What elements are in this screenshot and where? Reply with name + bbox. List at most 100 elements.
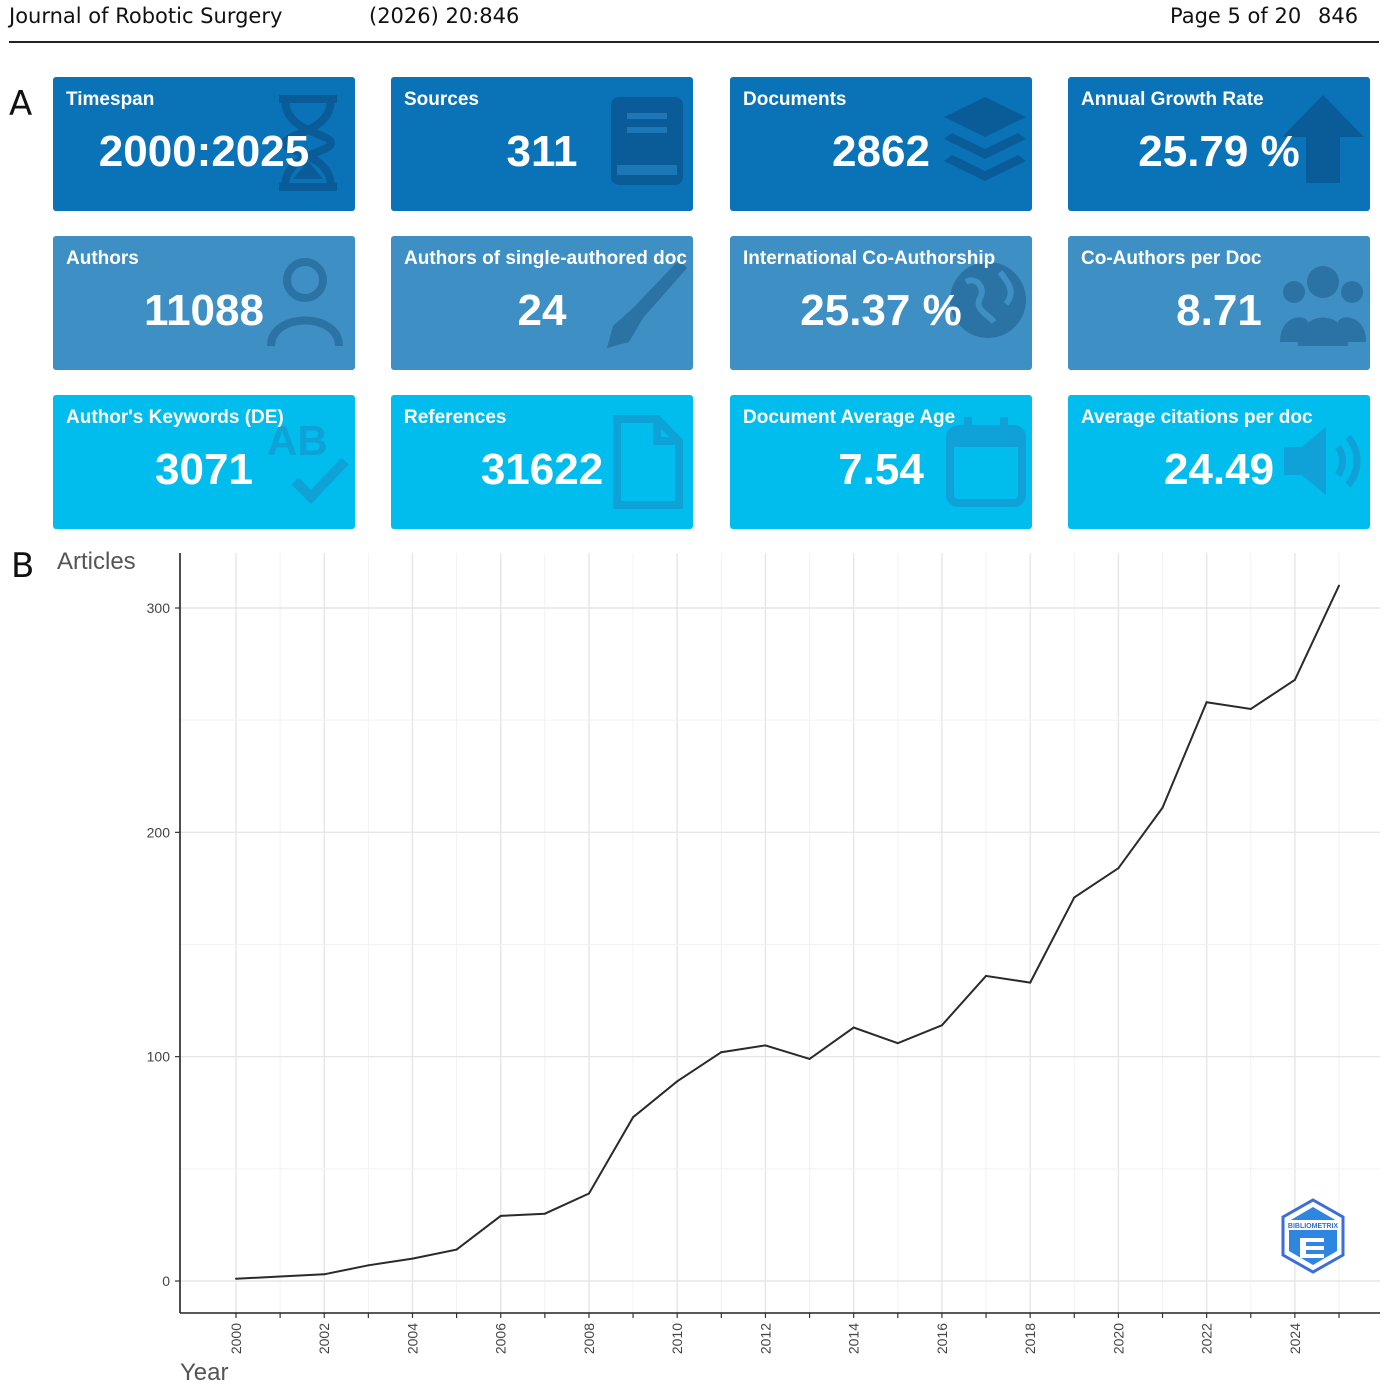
data-point (1117, 867, 1120, 870)
bibliometrix-logo: BIBLIOMETRIX (1281, 1198, 1345, 1274)
pen-nib-icon (607, 260, 687, 348)
data-point (1338, 584, 1340, 587)
stat-card-title: Authors of single-authored doc (404, 248, 687, 269)
x-tick-label: 2020 (1110, 1323, 1126, 1354)
stat-card-title: Co-Authors per Doc (1081, 248, 1262, 269)
stat-card: Sources 311 (391, 77, 693, 211)
data-point (587, 1192, 590, 1195)
stat-card-title: Documents (743, 89, 847, 110)
data-point (940, 1024, 943, 1027)
arrow-up-icon (1282, 95, 1364, 183)
y-tick-label: 0 (162, 1273, 170, 1289)
stat-card-title: International Co-Authorship (743, 248, 996, 269)
y-tick-label: 300 (147, 600, 171, 616)
y-tick-label: 100 (147, 1049, 171, 1065)
data-point (676, 1080, 679, 1083)
stat-card-title: Average citations per doc (1081, 407, 1313, 428)
data-point (808, 1057, 811, 1060)
speaker-icon (1284, 427, 1361, 495)
users-icon (1280, 266, 1366, 346)
article-number: 846 (1318, 4, 1359, 28)
stat-card: Co-Authors per Doc 8.71 (1068, 236, 1370, 370)
data-point (279, 1275, 282, 1278)
x-tick-label: 2006 (493, 1323, 509, 1354)
stat-card-title: Author's Keywords (DE) (66, 407, 284, 428)
x-tick-label: 2012 (757, 1323, 773, 1354)
file-icon (613, 415, 683, 509)
page-number: Page 5 of 20 (1170, 4, 1302, 28)
x-tick-label: 2024 (1287, 1323, 1303, 1354)
data-point (896, 1042, 899, 1045)
y-axis-title: Articles (57, 548, 136, 575)
stat-card-value: 8.71 (1176, 286, 1262, 335)
stat-card: Timespan 2000:2025 (53, 77, 355, 211)
x-tick-label: 2000 (228, 1323, 244, 1354)
data-point (1249, 707, 1252, 710)
x-tick-label: 2014 (846, 1323, 862, 1354)
book-icon (611, 97, 683, 185)
stat-card: References 31622 (391, 395, 693, 529)
x-tick-label: 2008 (581, 1323, 597, 1354)
journal-name: Journal of Robotic Surgery (9, 4, 283, 28)
panel-label-a: A (9, 84, 33, 124)
stat-card: Documents 2862 (730, 77, 1032, 211)
articles-per-year-chart: 0 100 200 300 2000 2002 2004 2006 2008 2010 2012 20… (57, 548, 1380, 1386)
x-tick-label: 2002 (316, 1323, 332, 1354)
volume-issue: (2026) 20:846 (369, 4, 520, 28)
globe-icon (950, 262, 1026, 338)
x-tick-label: 2018 (1022, 1323, 1038, 1354)
x-tick-label: 2016 (934, 1323, 950, 1354)
stat-card-title: Authors (66, 248, 139, 269)
stat-card-value: 11088 (144, 286, 264, 335)
stat-card-value: 24.49 (1163, 445, 1275, 494)
data-point (1205, 701, 1208, 704)
svg-text:BIBLIOMETRIX: BIBLIOMETRIX (1288, 1223, 1338, 1230)
x-tick-label: 2022 (1199, 1323, 1215, 1354)
user-icon (267, 258, 343, 347)
stat-card-title: Sources (404, 89, 479, 110)
stat-card-value: 3071 (155, 445, 253, 494)
stat-card-value: 31622 (480, 445, 604, 494)
x-tick-label: 2004 (404, 1323, 420, 1354)
stat-card-title: Timespan (66, 89, 155, 110)
calendar-icon (946, 417, 1026, 507)
layers-icon (944, 97, 1026, 181)
page-header: Journal of Robotic Surgery (2026) 20:846… (0, 0, 1387, 44)
data-point (985, 974, 988, 977)
stat-card: International Co-Authorship 25.37 % (730, 236, 1032, 370)
stat-card-title: References (404, 407, 507, 428)
data-point (1161, 806, 1164, 809)
stat-card: Authors of single-authored doc 24 (391, 236, 693, 370)
svg-text:AB: AB (267, 417, 328, 464)
data-point (632, 1116, 635, 1119)
data-point (543, 1212, 546, 1215)
data-point (367, 1264, 370, 1267)
header-rule (9, 41, 1379, 43)
data-point (323, 1273, 326, 1276)
stat-card-value: 311 (506, 127, 578, 176)
data-point (1293, 678, 1296, 681)
panel-label-b: B (11, 546, 35, 586)
hourglass-icon (279, 95, 337, 191)
data-point (852, 1026, 855, 1029)
stat-card-value: 2000:2025 (98, 127, 310, 176)
spell-check-icon: AB (267, 417, 349, 505)
data-point (235, 1277, 237, 1280)
stat-card-value: 25.79 % (1138, 127, 1300, 176)
y-tick-label: 200 (147, 824, 171, 840)
stat-card: Average citations per doc 24.49 (1068, 395, 1370, 529)
stat-card-value: 7.54 (838, 445, 924, 494)
x-axis-title: Year (180, 1359, 229, 1386)
data-point (411, 1257, 414, 1260)
stat-card-value: 2862 (832, 127, 930, 176)
data-point (455, 1248, 458, 1251)
data-point (764, 1044, 767, 1047)
stat-card-title: Document Average Age (743, 407, 956, 428)
stat-card: AB Author's Keywords (DE) 3071 (53, 395, 355, 529)
articles-series-line (235, 585, 1340, 1280)
stat-card: Annual Growth Rate 25.79 % (1068, 77, 1370, 211)
stat-card-value: 25.37 % (800, 286, 962, 335)
data-point (1073, 896, 1076, 899)
x-tick-label: 2010 (669, 1323, 685, 1354)
stat-card-value: 24 (517, 286, 567, 335)
